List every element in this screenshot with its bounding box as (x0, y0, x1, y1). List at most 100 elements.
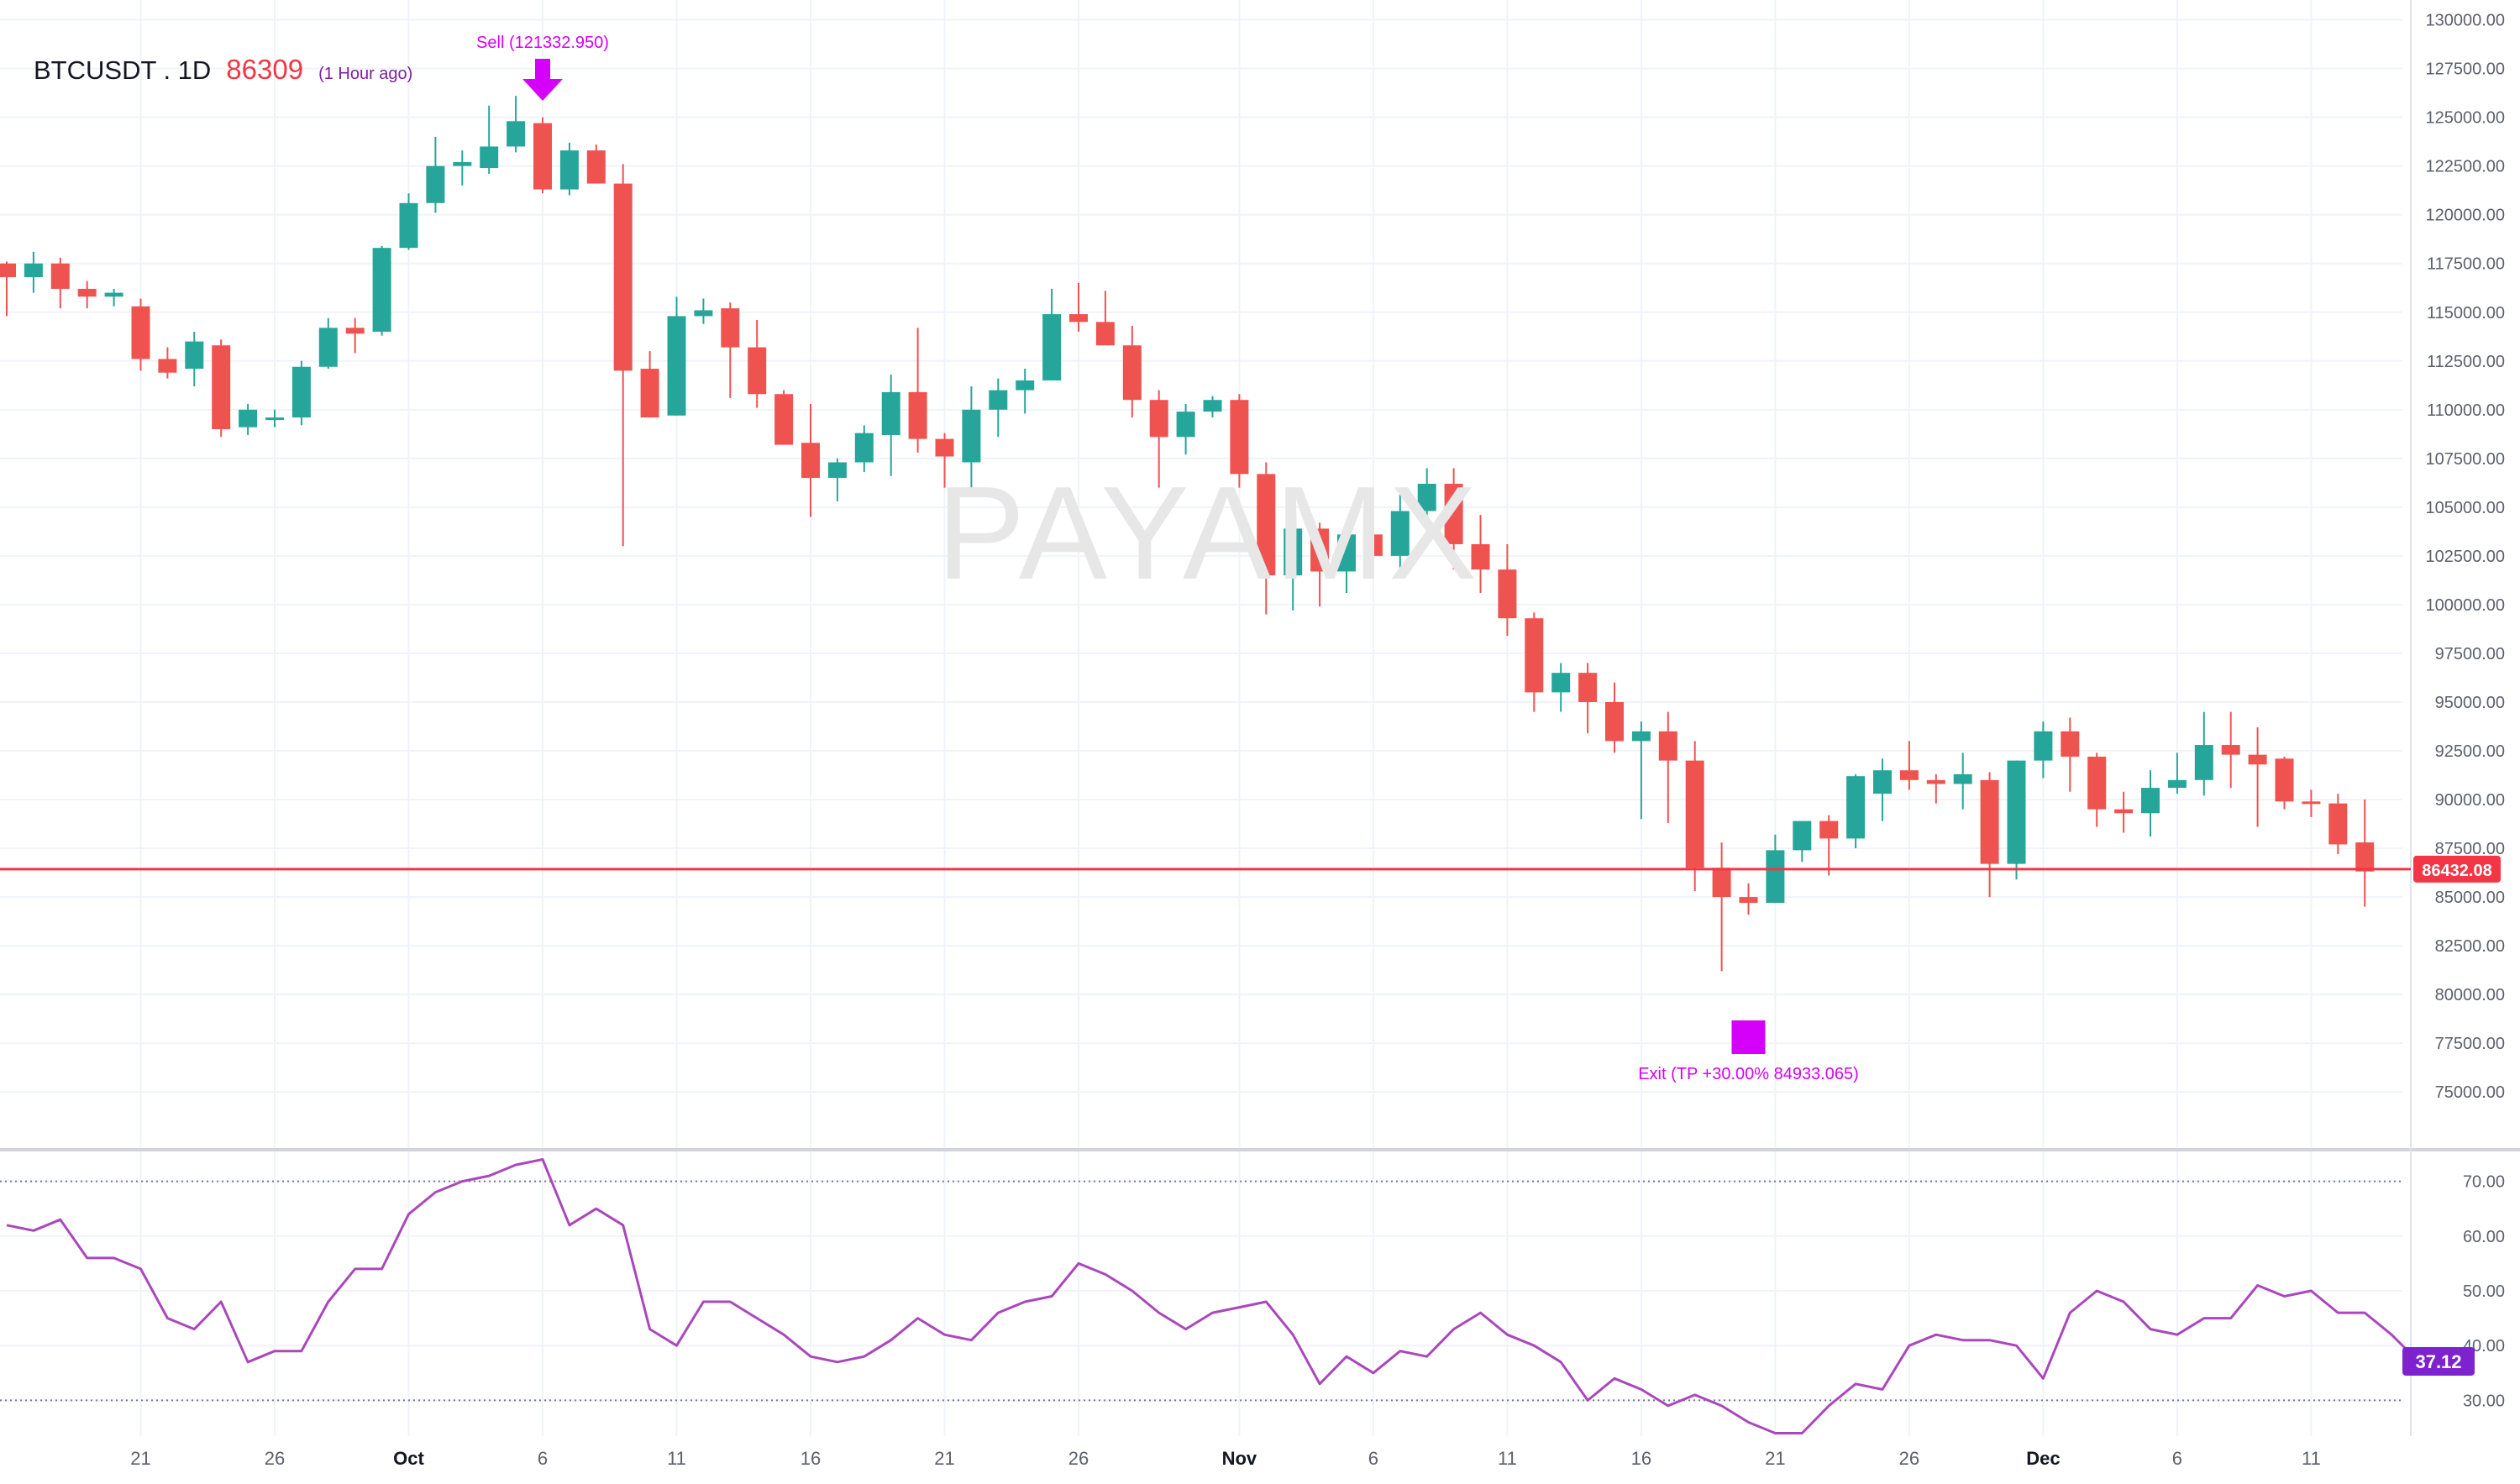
price-tick-label: 80000.00 (2435, 986, 2505, 1004)
time-tick-label: 16 (801, 1448, 821, 1469)
candle-body (1739, 897, 1758, 904)
sell-arrow-shaft (535, 59, 550, 81)
candle-body (1846, 776, 1866, 839)
candle-body (1551, 673, 1571, 693)
candle-body (533, 123, 552, 190)
candle-body (1658, 731, 1677, 761)
candle-body (1873, 770, 1892, 794)
candle-body (1793, 821, 1812, 851)
price-tick-label: 110000.00 (2427, 401, 2505, 420)
candle-body (1525, 618, 1544, 693)
candle-body (1337, 534, 1356, 572)
candle-body (1203, 400, 1222, 412)
candle-body (640, 369, 659, 418)
candle-body (1980, 779, 1999, 864)
sell-arrow-head (522, 79, 563, 101)
candle-body (881, 391, 900, 435)
update-time: (1 Hour ago) (318, 65, 413, 83)
price-tick-label: 82500.00 (2435, 937, 2505, 956)
candle-body (2275, 758, 2294, 802)
price-tick-label: 90000.00 (2435, 791, 2505, 810)
price-tick-label: 115000.00 (2427, 304, 2505, 322)
rsi-line (6, 1158, 2420, 1434)
price-tick-label: 122500.00 (2425, 158, 2505, 176)
candle-body (1926, 779, 1945, 784)
rsi-tick-label: 70.00 (2463, 1173, 2505, 1192)
time-tick-label: 11 (667, 1448, 686, 1469)
candle-body (854, 433, 874, 463)
time-axis: 21 26 Oct 6 11 16 21 26 Nov 6 11 16 21 26 Dec 6 11 (130, 1448, 2321, 1469)
price-tick-label: 125000.00 (2425, 109, 2505, 128)
candle-body (1471, 543, 1490, 570)
candle-body (1069, 314, 1088, 322)
candle-body (239, 409, 258, 427)
time-tick-label: 6 (1368, 1448, 1378, 1469)
time-tick-label: Dec (2026, 1448, 2060, 1469)
candle-body (2061, 731, 2080, 757)
sell-signal-label: Sell (121332.950) (476, 34, 609, 52)
price-tick-label: 97500.00 (2435, 645, 2505, 663)
candle-body (2248, 754, 2267, 765)
time-tick-label: 11 (2302, 1448, 2321, 1469)
candle-body (2034, 731, 2053, 761)
candle-body (1284, 528, 1303, 576)
candle-body (399, 202, 418, 249)
candle-body (1016, 380, 1035, 391)
candle-body (158, 359, 177, 373)
time-tick-label: 26 (1068, 1448, 1089, 1469)
candle-body (1122, 345, 1142, 401)
candle-body (1310, 528, 1330, 572)
candle-body (345, 328, 365, 334)
symbol-header: BTCUSDT . 1D 86309 (1 Hour ago) (34, 54, 412, 86)
time-tick-label: Nov (1222, 1448, 1257, 1469)
candle-body (2221, 745, 2240, 755)
candle-body (559, 150, 579, 190)
candle-body (2007, 760, 2026, 864)
candle-body (613, 183, 633, 371)
candle-body (1363, 534, 1383, 556)
candle-body (185, 341, 204, 370)
rsi-tick-label: 50.00 (2463, 1282, 2505, 1301)
candle-body (1953, 773, 1972, 784)
price-tick-label: 95000.00 (2435, 694, 2505, 712)
price-tick-label: 127500.00 (2425, 60, 2505, 79)
price-tick-label: 112500.00 (2427, 353, 2505, 371)
candle-body (1149, 400, 1168, 438)
candle-body (24, 263, 43, 277)
candle-body (1390, 511, 1410, 556)
candle-body (265, 417, 284, 421)
candle-body (104, 292, 123, 297)
candle-body (0, 263, 16, 277)
time-tick-label: 26 (265, 1448, 285, 1469)
candle-body (1578, 673, 1598, 702)
candle-body (1605, 701, 1624, 742)
price-tick-label: 120000.00 (2425, 207, 2505, 225)
candle-body (1042, 314, 1062, 380)
candle-body (2087, 756, 2107, 810)
rsi-level-lines (0, 1180, 2402, 1402)
candle-body (1417, 484, 1436, 511)
time-tick-label: 11 (1498, 1448, 1517, 1469)
candle-body (801, 443, 820, 479)
candle-body (212, 345, 231, 430)
price-tick-label: 107500.00 (2425, 450, 2505, 469)
candle-body (1176, 412, 1195, 438)
candle-body (667, 316, 686, 416)
candle-body (1631, 731, 1651, 742)
candle-body (2167, 779, 2187, 789)
time-tick-label: Oct (393, 1448, 424, 1469)
candles (0, 96, 2411, 972)
price-tick-label: 105000.00 (2425, 499, 2505, 517)
symbol-title[interactable]: BTCUSDT . 1D (34, 55, 212, 85)
candle-body (586, 150, 606, 184)
price-tick-label: 100000.00 (2425, 596, 2505, 615)
candle-body (827, 462, 847, 479)
price-tick-label: 102500.00 (2425, 548, 2505, 566)
candle-body (1899, 770, 1919, 780)
time-tick-label: 6 (538, 1448, 548, 1469)
candle-body (1712, 868, 1731, 898)
time-tick-label: 26 (1899, 1448, 1919, 1469)
candle-body (372, 248, 391, 332)
candle-body (1095, 322, 1115, 346)
